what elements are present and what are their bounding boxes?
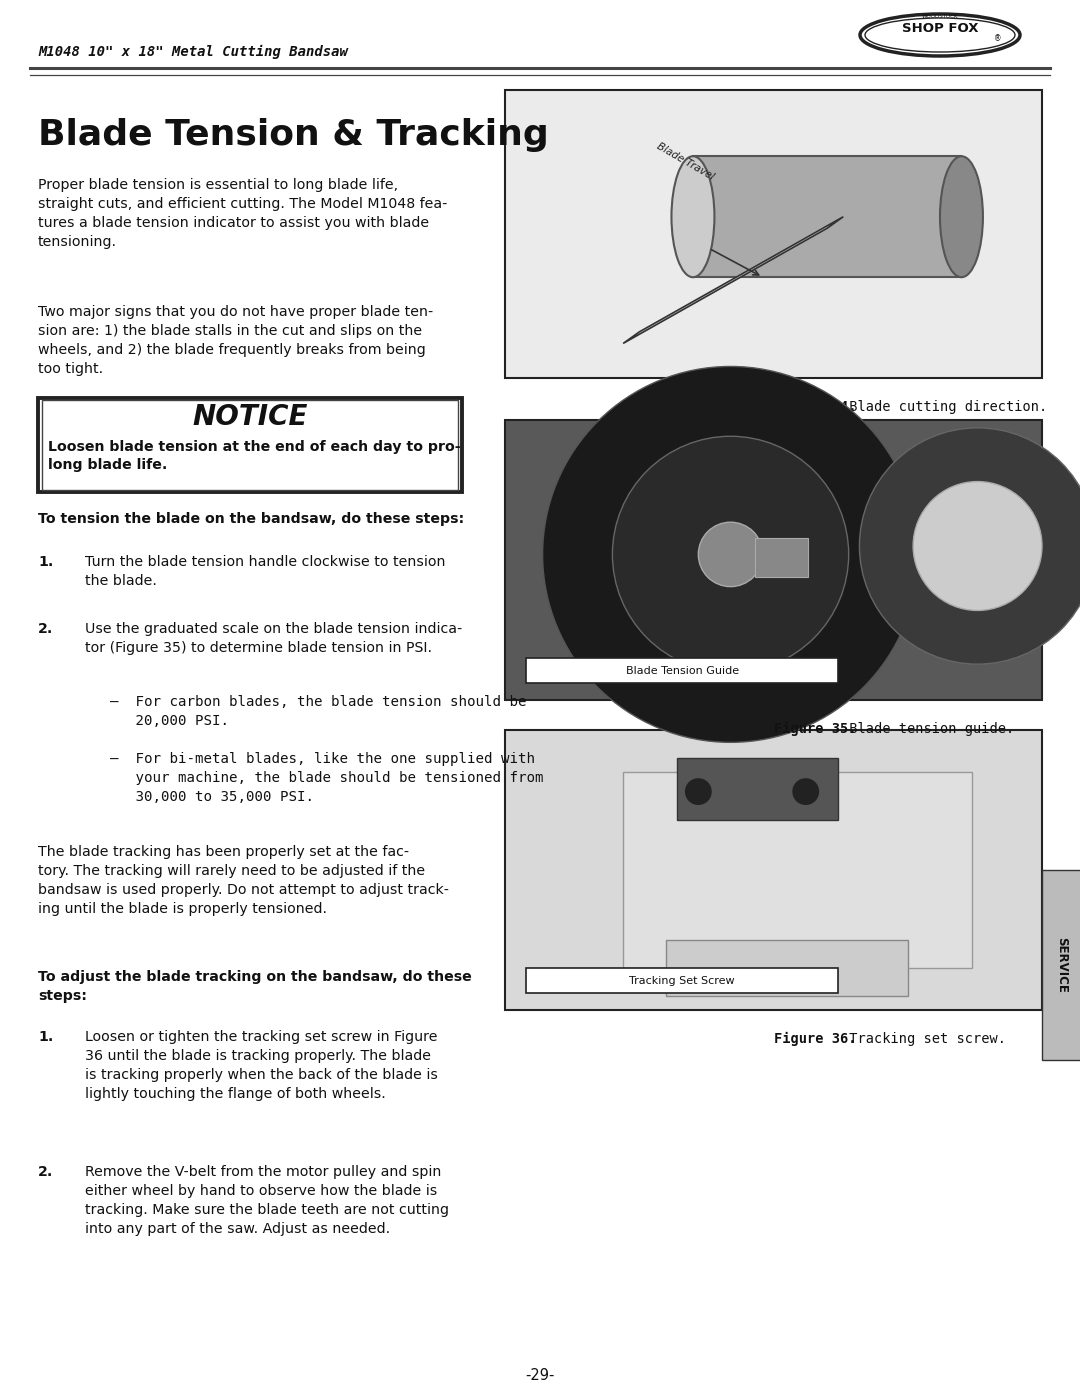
Bar [505, 731, 1042, 1010]
Text: SERVICE: SERVICE [1055, 937, 1068, 993]
Bar [693, 156, 961, 277]
Circle shape [699, 522, 762, 587]
Text: Tracking set screw.: Tracking set screw. [841, 1032, 1007, 1046]
Bar [755, 538, 809, 577]
Text: The blade tracking has been properly set at the fac-
tory. The tracking will rar: The blade tracking has been properly set… [38, 845, 449, 916]
Text: Two major signs that you do not have proper blade ten-
sion are: 1) the blade st: Two major signs that you do not have pro… [38, 305, 433, 376]
Text: –  For carbon blades, the blade tension should be
   20,000 PSI.: – For carbon blades, the blade tension s… [110, 694, 527, 728]
Text: Blade tension guide.: Blade tension guide. [841, 722, 1015, 736]
Text: Remove the V-belt from the motor pulley and spin
either wheel by hand to observe: Remove the V-belt from the motor pulley … [85, 1165, 449, 1236]
Ellipse shape [860, 14, 1020, 56]
Text: Figure 34.: Figure 34. [773, 400, 856, 414]
Text: Use the graduated scale on the blade tension indica-
tor (Figure 35) to determin: Use the graduated scale on the blade ten… [85, 622, 462, 655]
Bar [505, 89, 1042, 379]
Polygon shape [623, 217, 843, 344]
Text: 1.: 1. [38, 555, 53, 569]
Text: NOTICE: NOTICE [192, 402, 308, 432]
Text: Blade Travel: Blade Travel [656, 141, 716, 182]
Bar [1042, 870, 1080, 1060]
Bar [505, 420, 1042, 700]
Circle shape [685, 778, 712, 805]
Bar [38, 398, 462, 492]
Text: Loosen blade tension at the end of each day to pro-
long blade life.: Loosen blade tension at the end of each … [48, 440, 461, 472]
Text: WOODSTOCK: WOODSTOCK [921, 14, 958, 18]
Text: –  For bi-metal blades, like the one supplied with
   your machine, the blade sh: – For bi-metal blades, like the one supp… [110, 752, 543, 803]
Text: To tension the blade on the bandsaw, do these steps:: To tension the blade on the bandsaw, do … [38, 511, 464, 527]
Bar [666, 940, 908, 996]
Text: -29-: -29- [525, 1368, 555, 1383]
Bar [623, 773, 972, 968]
Text: Proper blade tension is essential to long blade life,
straight cuts, and efficie: Proper blade tension is essential to lon… [38, 177, 447, 249]
Bar [526, 968, 838, 993]
Circle shape [860, 427, 1080, 664]
Circle shape [793, 778, 819, 805]
Text: To adjust the blade tracking on the bandsaw, do these
steps:: To adjust the blade tracking on the band… [38, 970, 472, 1003]
Text: M1048 10" x 18" Metal Cutting Bandsaw: M1048 10" x 18" Metal Cutting Bandsaw [38, 45, 348, 59]
Text: ®: ® [995, 35, 1002, 43]
Text: Blade Tension & Tracking: Blade Tension & Tracking [38, 117, 549, 152]
Text: Figure 36.: Figure 36. [773, 1032, 856, 1046]
Text: Tracking Set Screw: Tracking Set Screw [630, 975, 735, 986]
Bar [526, 658, 838, 683]
Text: Figure 35.: Figure 35. [773, 722, 856, 736]
Ellipse shape [940, 156, 983, 277]
Text: 2.: 2. [38, 622, 53, 636]
Circle shape [913, 482, 1042, 610]
Ellipse shape [672, 156, 715, 277]
Text: 1.: 1. [38, 1030, 53, 1044]
Text: Loosen or tighten the tracking set screw in Figure
36 until the blade is trackin: Loosen or tighten the tracking set screw… [85, 1030, 437, 1101]
Circle shape [612, 436, 849, 672]
Text: Blade cutting direction.: Blade cutting direction. [841, 400, 1048, 414]
Ellipse shape [865, 18, 1015, 52]
Text: Turn the blade tension handle clockwise to tension
the blade.: Turn the blade tension handle clockwise … [85, 555, 446, 588]
Circle shape [542, 366, 918, 742]
Text: SHOP FOX: SHOP FOX [902, 21, 978, 35]
Text: 2.: 2. [38, 1165, 53, 1179]
Bar [677, 759, 838, 820]
Text: Blade Tension Guide: Blade Tension Guide [625, 665, 739, 676]
Bar [42, 400, 458, 490]
